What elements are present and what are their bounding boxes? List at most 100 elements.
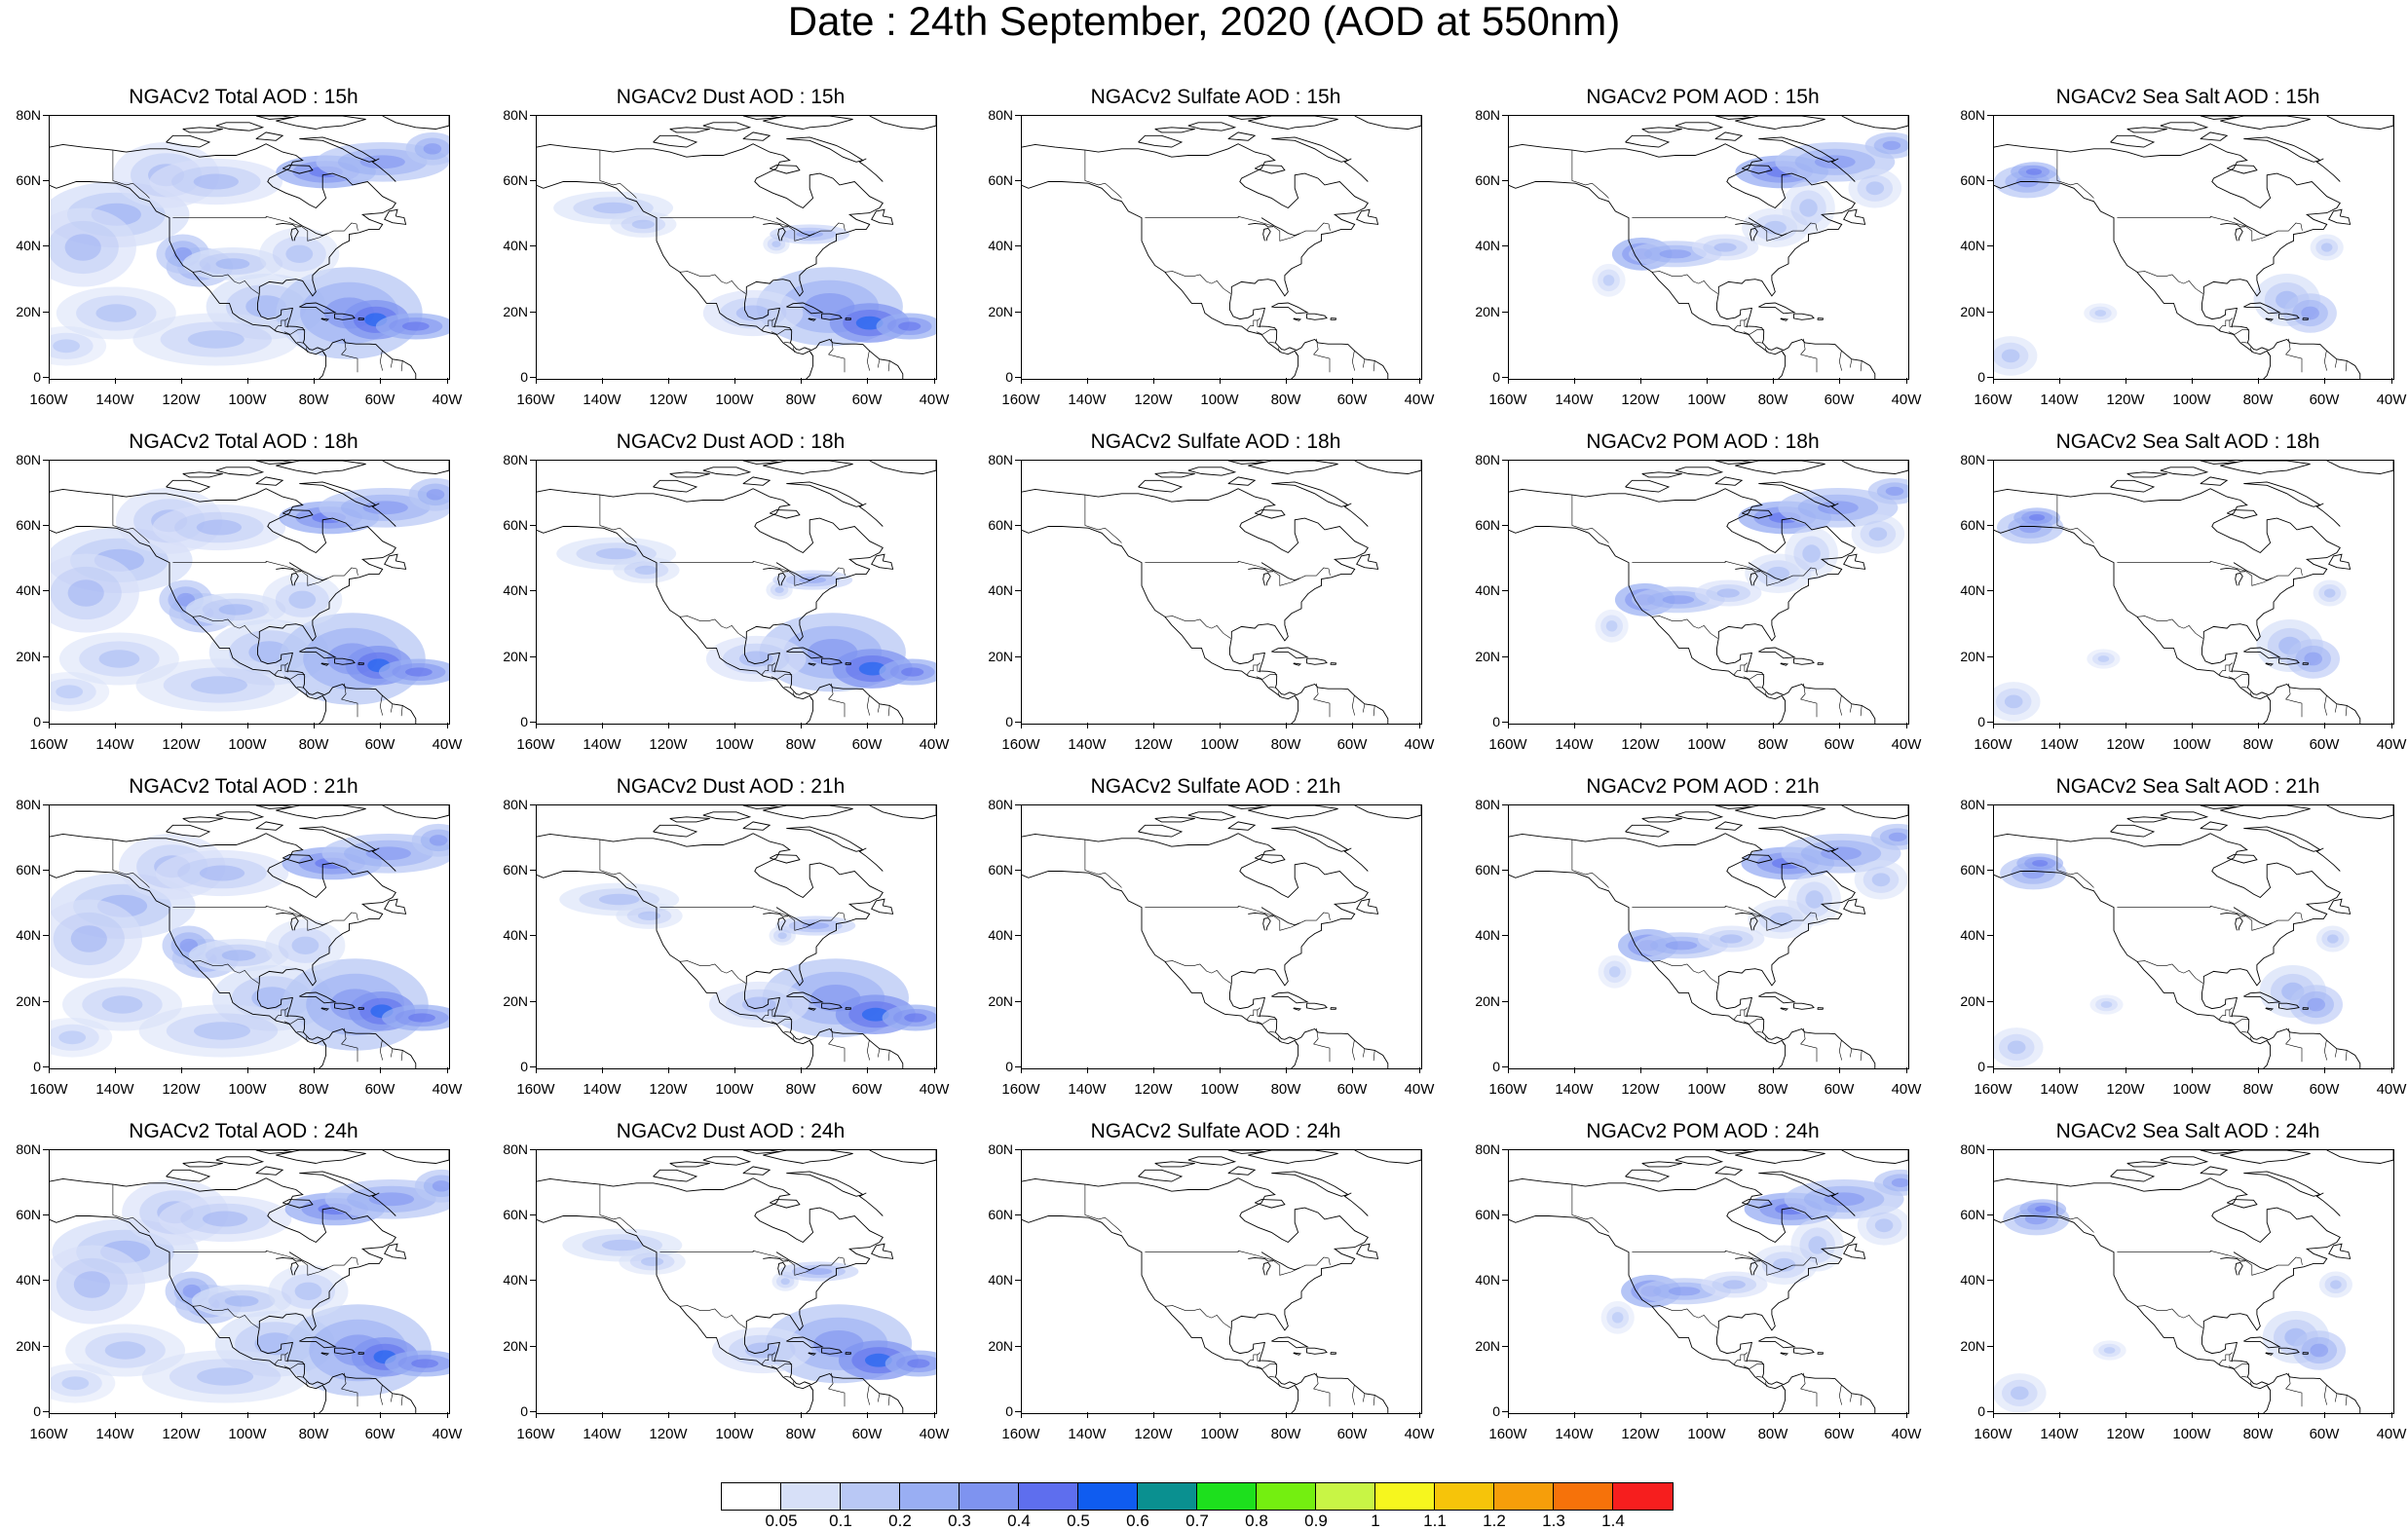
lat-tick [1015,525,1021,526]
coastline [382,116,449,130]
border-line [1145,215,1331,242]
aod-cell [180,1203,270,1235]
lon-tick-label: 120W [2106,1081,2145,1098]
coastline [744,293,904,379]
coastline [334,313,356,320]
aod-cell [641,1256,664,1266]
lon-tick-label: 160W [1001,1426,1040,1442]
lon-tick-label: 100W [1200,736,1239,753]
map-panel: NGACv2 Dust AOD : 15h 80N 60N 40N 20N 0 160W 14… [487,86,974,430]
coastline [2302,1007,2310,1010]
aod-cell [898,321,922,331]
coastline [50,871,327,1068]
map-frame [1021,460,1422,725]
lat-tick [43,525,49,526]
coastline [821,313,843,320]
lat-tick-label: 20N [16,993,41,1009]
coastline [1716,293,1876,379]
border-line [341,683,358,718]
lon-tick [2258,1412,2259,1418]
lat-tick-label: 60N [503,862,528,878]
coastline [653,479,698,493]
aod-cell [634,565,658,575]
coastlines [50,1150,449,1413]
lat-tick-label: 20N [1475,1338,1500,1354]
aod-cell [1691,234,1759,261]
lon-tick-label: 140W [2040,1426,2079,1442]
lat-tick [530,460,536,461]
coastline [2200,131,2229,141]
coastline [1843,553,1866,570]
coastline [1758,647,1796,659]
border-line [1744,664,1749,673]
lon-tick [1286,378,1287,384]
lon-tick [247,1412,248,1418]
map-frame [49,804,450,1069]
country-borders [1571,150,1862,373]
coastline [2220,116,2311,130]
map-frame [1993,115,2394,380]
coastline [1154,816,1195,823]
map-panel: NGACv2 Sulfate AOD : 15h 80N 60N 40N 20N 0 160… [972,86,1459,430]
coastline [2110,134,2156,148]
lat-tick [1502,1346,1508,1347]
aod-shading [50,823,449,1058]
country-borders [2056,495,2348,718]
aod-shading [50,131,449,366]
coastline [2226,165,2258,174]
border-line [112,150,150,199]
lat-tick-label: 40N [1960,582,1985,598]
lon-tick-label: 80W [2242,1426,2274,1442]
border-line [192,960,259,984]
coastline [290,916,299,931]
border-line [1849,704,1853,713]
map-panel: NGACv2 Dust AOD : 21h 80N 60N 40N 20N 0 160W 14… [487,775,974,1120]
border-line [771,1354,776,1363]
aod-cell [76,295,157,331]
lon-tick-label: 140W [1555,1081,1594,1098]
border-line [322,1385,325,1390]
coastline [182,127,223,133]
lon-tick-label: 140W [95,736,134,753]
panel-title: NGACv2 Sea Salt AOD : 21h [2055,775,2320,798]
lat-tick [1502,115,1508,116]
lon-tick [602,378,603,384]
coastline [1716,983,1876,1068]
lat-tick [1987,1280,1993,1281]
coastline [871,1243,894,1259]
aod-cell [1722,1280,1746,1289]
lat-tick [1502,460,1508,461]
border-line [1351,1385,1355,1405]
coastline [215,1156,265,1166]
lon-tick [536,1412,537,1418]
lon-tick-label: 100W [2172,1081,2211,1098]
lat-tick [43,1411,49,1412]
aod-cell [1871,873,1891,887]
coastline [1187,1156,1237,1166]
panel-title: NGACv2 Dust AOD : 21h [616,775,846,798]
coastline [50,488,396,642]
coastline [1293,1352,1302,1356]
coastline [384,898,407,915]
lat-tick [1015,935,1021,936]
coastline [1254,165,1286,174]
panel-title: NGACv2 Sea Salt AOD : 18h [2055,430,2320,453]
aod-cell [2024,856,2056,871]
aod-cell [171,166,261,198]
coastline [1248,1256,1274,1262]
country-borders [112,1184,403,1407]
coastline [1154,127,1195,133]
border-line [2117,560,2303,586]
coastline [1714,805,1752,809]
lon-tick [1993,378,1994,384]
aod-cell [1998,1033,2035,1061]
lat-tick [530,1001,536,1002]
coastline [2302,317,2310,320]
lon-tick-label: 160W [1488,1426,1527,1442]
coastline [1716,1327,1876,1413]
lon-tick [380,1067,381,1073]
border-line [783,1030,791,1033]
lon-tick-label: 60W [1824,736,1855,753]
lon-tick [1993,723,1994,728]
border-line [1860,360,1862,372]
